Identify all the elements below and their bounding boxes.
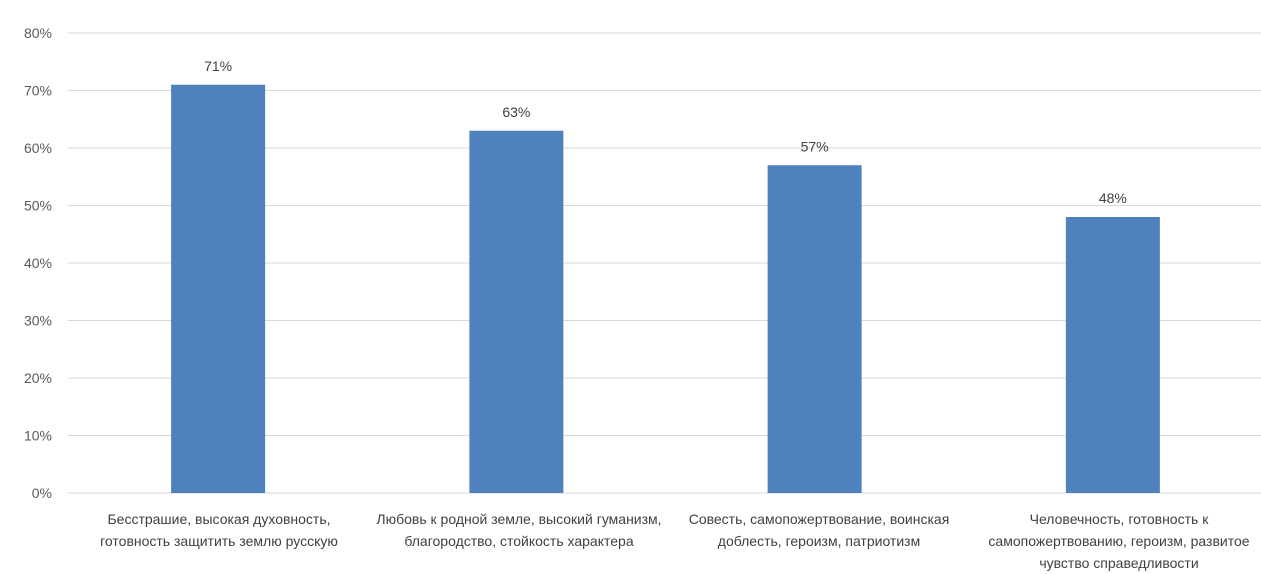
y-tick-label: 40% xyxy=(24,255,52,271)
data-label: 71% xyxy=(204,58,232,74)
data-label: 57% xyxy=(801,138,829,154)
bar xyxy=(767,165,862,493)
y-tick-label: 30% xyxy=(24,313,52,329)
y-tick-label: 50% xyxy=(24,198,52,214)
y-tick-label: 70% xyxy=(24,83,52,99)
category-label-3: Совесть, самопожертвование, воинская доб… xyxy=(688,511,950,549)
y-tick-label: 0% xyxy=(32,485,52,501)
y-tick-label: 80% xyxy=(24,25,52,41)
category-label-1: Бесстрашие, высокая духовность, готовнос… xyxy=(100,511,338,549)
y-tick-label: 10% xyxy=(24,428,52,444)
bars xyxy=(171,84,1160,493)
data-label: 63% xyxy=(502,104,530,120)
bar xyxy=(469,130,564,493)
y-axis-ticks: 0% 10% 20% 30% 40% 50% 60% 70% 80% xyxy=(24,25,52,501)
category-label-4: Человечность, готовность к самопожертвов… xyxy=(988,511,1250,571)
bar xyxy=(171,84,266,493)
gridlines xyxy=(68,32,1261,494)
data-labels: 71% 63% 57% 48% xyxy=(204,58,1127,206)
bar xyxy=(1065,217,1160,493)
y-tick-label: 60% xyxy=(24,140,52,156)
category-label-2: Любовь к родной земле, высокий гуманизм,… xyxy=(376,511,662,549)
y-tick-label: 20% xyxy=(24,370,52,386)
data-label: 48% xyxy=(1099,190,1127,206)
